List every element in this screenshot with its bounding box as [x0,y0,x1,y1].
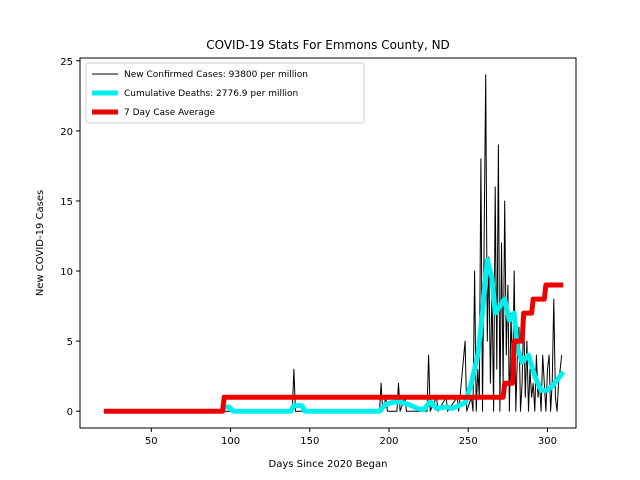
y-tick-label: 20 [60,127,73,138]
y-tick-label: 5 [67,337,73,348]
y-axis-label: New COVID-19 Cases [35,190,46,296]
x-axis-label: Days Since 2020 Began [269,459,388,470]
chart-title: COVID-19 Stats For Emmons County, ND [206,38,450,52]
series-7-day-average [103,282,564,414]
legend: New Confirmed Cases: 93800 per million C… [85,62,365,124]
y-axis: 0 5 10 15 20 25 [60,57,80,418]
series-cumulative-deaths [222,257,566,414]
legend-label-deaths: Cumulative Deaths: 2776.9 per million [124,89,298,99]
legend-box [85,62,365,124]
plot-area [79,57,577,429]
y-tick-label: 25 [60,57,73,68]
x-tick-label: 200 [379,436,398,447]
x-tick-label: 50 [145,436,158,447]
y-tick-label: 0 [67,407,73,418]
x-tick-label: 100 [221,436,240,447]
series-layer [103,74,566,414]
x-tick-label: 250 [459,436,478,447]
legend-label-avg: 7 Day Case Average [124,108,216,118]
x-tick-label: 150 [300,436,319,447]
y-tick-label: 10 [60,267,73,278]
x-axis: 50 100 150 200 250 300 [145,428,557,447]
y-tick-label: 15 [60,197,73,208]
plot-frame [79,57,577,429]
legend-label-new-cases: New Confirmed Cases: 93800 per million [124,70,308,80]
x-tick-label: 300 [538,436,557,447]
